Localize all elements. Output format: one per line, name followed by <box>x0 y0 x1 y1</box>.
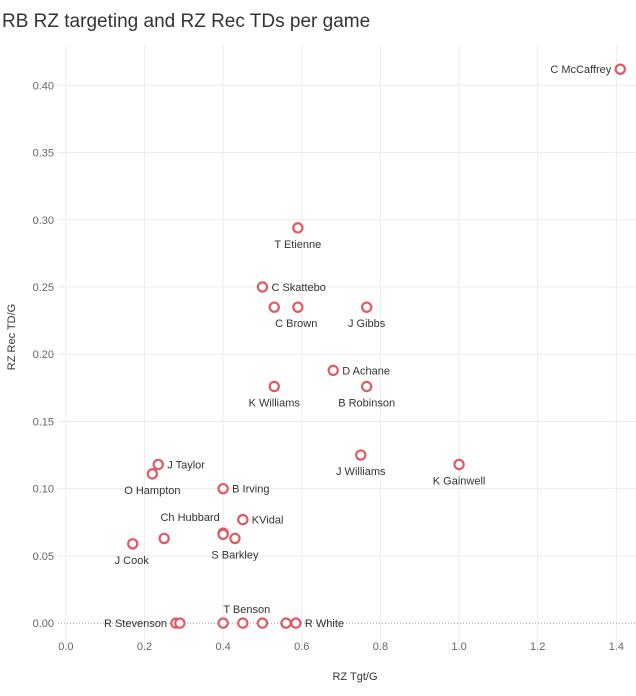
scatter-point <box>360 301 373 313</box>
point-label: K Williams <box>249 397 301 409</box>
y-tick-label: 0.40 <box>33 80 54 92</box>
scatter-point <box>217 528 229 541</box>
scatter-point <box>217 482 229 495</box>
y-tick-label: 0.15 <box>33 416 54 428</box>
point-label: R White <box>305 618 344 630</box>
point-label: R Stevenson <box>104 618 167 630</box>
point-label: S Barkley <box>211 549 259 561</box>
point-label: O Hampton <box>124 485 180 497</box>
scatter-point <box>217 617 229 629</box>
y-tick-label: 0.25 <box>33 282 54 294</box>
x-tick-label: 1.2 <box>530 641 545 653</box>
tick-layer: 0.0 0.2 0.4 0.6 0.8 1.0 1.2 1.4 0.00 0.05 0.10 0.15… <box>33 80 624 653</box>
y-tick-label: 0.00 <box>33 618 54 630</box>
y-tick-label: 0.35 <box>33 148 54 160</box>
scatter-point <box>280 617 292 629</box>
point-label: C Skattebo <box>271 282 325 294</box>
scatter-point <box>453 458 465 471</box>
point-label: J Williams <box>336 466 386 478</box>
point-label: B Irving <box>232 484 269 496</box>
label-layer: C McCaffrey T Etienne C Skattebo C Brown J G… <box>104 64 612 630</box>
point-label: Ch Hubbard <box>160 512 219 524</box>
scatter-point <box>355 449 367 461</box>
scatter-point <box>256 281 269 293</box>
chart-title: RB RZ targeting and RZ Rec TDs per game <box>2 11 370 32</box>
scatter-point <box>237 513 249 526</box>
grid-layer <box>58 45 636 650</box>
scatter-point <box>327 364 339 377</box>
scatter-point <box>146 468 159 480</box>
point-label: C Brown <box>275 318 317 330</box>
y-tick-label: 0.20 <box>33 349 54 361</box>
scatter-point <box>360 380 373 393</box>
point-label: D Achane <box>342 365 390 377</box>
scatter-point <box>290 617 302 629</box>
scatter-point <box>127 538 139 550</box>
y-tick-label: 0.05 <box>33 551 54 563</box>
point-label: J Cook <box>115 555 150 567</box>
point-label: J Taylor <box>167 459 205 471</box>
y-tick-label: 0.30 <box>33 215 54 227</box>
point-label: T Benson <box>223 604 270 616</box>
y-tick-label: 0.10 <box>33 484 54 496</box>
x-axis-label: RZ Tgt/G <box>332 671 377 683</box>
scatter-point <box>268 301 280 313</box>
x-tick-label: 0.2 <box>137 641 152 653</box>
point-label: T Etienne <box>274 239 321 251</box>
scatter-point <box>229 532 241 545</box>
scatter-point <box>256 617 269 629</box>
y-axis-label: RZ Rec TD/G <box>6 304 18 370</box>
point-label: B Robinson <box>338 397 395 409</box>
scatter-point <box>152 458 164 471</box>
point-layer <box>127 63 626 629</box>
scatter-point <box>614 63 626 75</box>
point-label: J Gibbs <box>348 318 386 330</box>
x-tick-label: 1.0 <box>451 641 466 653</box>
point-label: K Gainwell <box>433 475 486 487</box>
x-tick-label: 0.0 <box>58 641 73 653</box>
x-tick-label: 0.4 <box>215 641 230 653</box>
scatter-point <box>292 222 304 234</box>
point-label: C McCaffrey <box>550 64 611 76</box>
scatter-point <box>158 532 170 545</box>
x-tick-label: 0.8 <box>373 641 388 653</box>
x-tick-label: 0.6 <box>294 641 309 653</box>
scatter-point <box>268 380 280 393</box>
scatter-point <box>174 617 186 629</box>
scatter-point <box>237 617 249 629</box>
point-label: KVidal <box>252 515 284 527</box>
x-tick-label: 1.4 <box>609 641 624 653</box>
scatter-point <box>292 301 304 313</box>
